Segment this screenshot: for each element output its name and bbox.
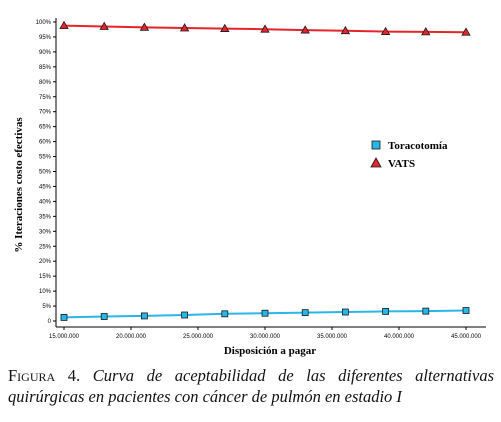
data-point: [139, 22, 150, 31]
series-toracotomia: [60, 307, 470, 321]
x-tick-label: 40.000.000: [384, 334, 415, 340]
data-point: [140, 312, 148, 320]
legend-label: VATS: [388, 158, 415, 170]
y-axis-ticks: 0 5% 10% 15% 20% 25% 30% 35% 40% 45% 50% 55% 60% 65% 7…: [36, 20, 56, 325]
data-point: [422, 307, 430, 315]
data-point: [221, 310, 229, 318]
data-point: [341, 308, 349, 316]
series-layer: [59, 20, 471, 321]
x-axis-title: Disposición a pagar: [224, 345, 316, 357]
y-tick-label: 80%: [39, 80, 52, 86]
x-axis-ticks: 15.000.000 20.000.000 25.000.000 30.000.000…: [49, 327, 482, 340]
x-tick-label: 20.000.000: [116, 334, 147, 340]
y-tick-label: 50%: [39, 170, 52, 176]
caption-text: Curva de aceptabilidad de las diferentes…: [8, 366, 495, 406]
y-tick-label: 45%: [39, 184, 52, 190]
data-point: [261, 309, 269, 317]
legend-item-vats: VATS: [370, 157, 415, 170]
data-point: [100, 313, 108, 320]
legend: Toracotomía VATS: [370, 140, 448, 170]
y-tick-label: 75%: [39, 95, 52, 101]
data-point: [380, 26, 391, 35]
legend-swatch: [370, 157, 382, 168]
data-point: [220, 23, 230, 32]
data-point: [461, 27, 471, 36]
data-point: [421, 27, 431, 36]
x-tick-label: 35.000.000: [317, 334, 348, 340]
y-axis-title: % Iteraciones costo efectivas: [13, 117, 25, 253]
caption-prefix: Figura 4.: [8, 366, 81, 385]
y-tick-label: 15%: [39, 274, 52, 280]
y-tick-label: 10%: [39, 289, 52, 295]
x-tick-label: 15.000.000: [49, 334, 80, 340]
y-tick-label: 0: [48, 319, 52, 325]
y-tick-label: 30%: [39, 229, 52, 235]
data-point: [300, 25, 310, 34]
data-point: [462, 307, 470, 314]
y-tick-label: 70%: [39, 110, 52, 116]
y-tick-label: 90%: [39, 50, 52, 56]
data-point: [99, 21, 109, 30]
data-point: [340, 25, 351, 35]
data-point: [301, 309, 309, 317]
data-point: [179, 23, 190, 32]
y-tick-label: 40%: [39, 199, 52, 205]
y-tick-label: 95%: [39, 35, 52, 41]
y-tick-label: 100%: [36, 20, 52, 26]
y-tick-label: 85%: [39, 65, 52, 71]
y-tick-label: 35%: [39, 214, 52, 220]
data-point: [382, 308, 390, 315]
legend-swatch: [371, 140, 381, 150]
y-tick-label: 65%: [39, 125, 52, 131]
data-point: [181, 311, 189, 319]
x-tick-label: 30.000.000: [250, 334, 281, 340]
series-vats: [59, 20, 471, 36]
legend-label: Toracotomía: [388, 140, 448, 152]
y-tick-label: 60%: [39, 140, 52, 146]
acceptability-chart: 0 5% 10% 15% 20% 25% 30% 35% 40% 45% 50% 55% 60% 65% 7…: [13, 18, 486, 357]
y-tick-label: 5%: [42, 304, 51, 310]
data-point: [59, 20, 69, 29]
y-tick-label: 55%: [39, 155, 52, 161]
legend-item-toracotomia: Toracotomía: [371, 140, 448, 152]
y-tick-label: 20%: [39, 259, 52, 265]
data-point: [60, 314, 68, 321]
data-point: [260, 24, 270, 33]
figure-caption: Figura 4. Curva de aceptabilidad de las …: [8, 365, 494, 407]
x-tick-label: 25.000.000: [183, 334, 214, 340]
y-tick-label: 25%: [39, 244, 52, 250]
x-tick-label: 45.000.000: [451, 334, 482, 340]
